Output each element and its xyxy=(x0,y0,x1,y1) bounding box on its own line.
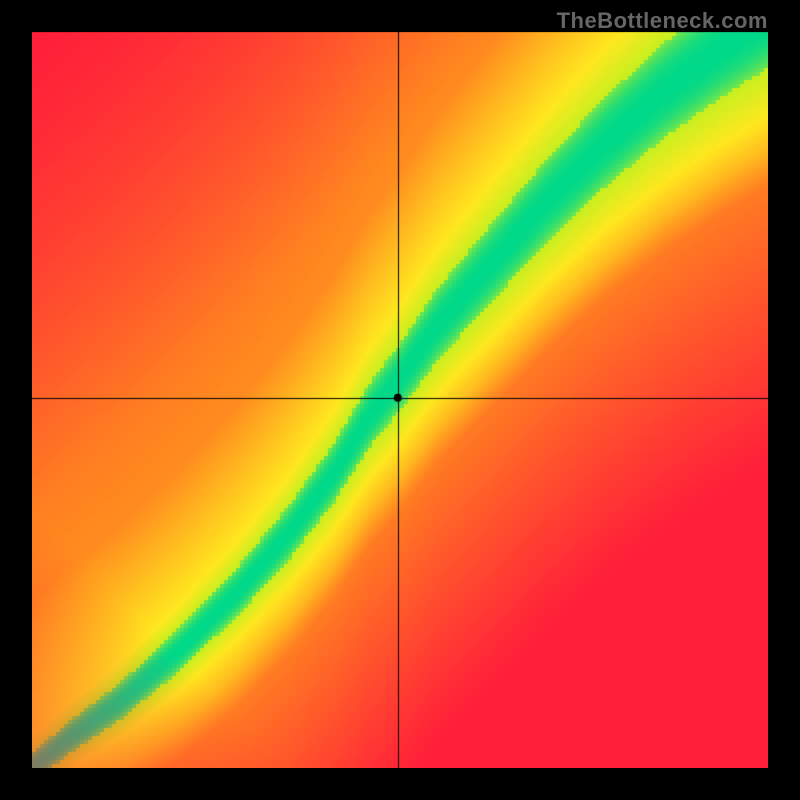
frame-right xyxy=(768,0,800,800)
watermark-text: TheBottleneck.com xyxy=(557,8,768,34)
bottleneck-heatmap xyxy=(0,0,800,800)
frame-bottom xyxy=(0,768,800,800)
frame-left xyxy=(0,0,32,800)
